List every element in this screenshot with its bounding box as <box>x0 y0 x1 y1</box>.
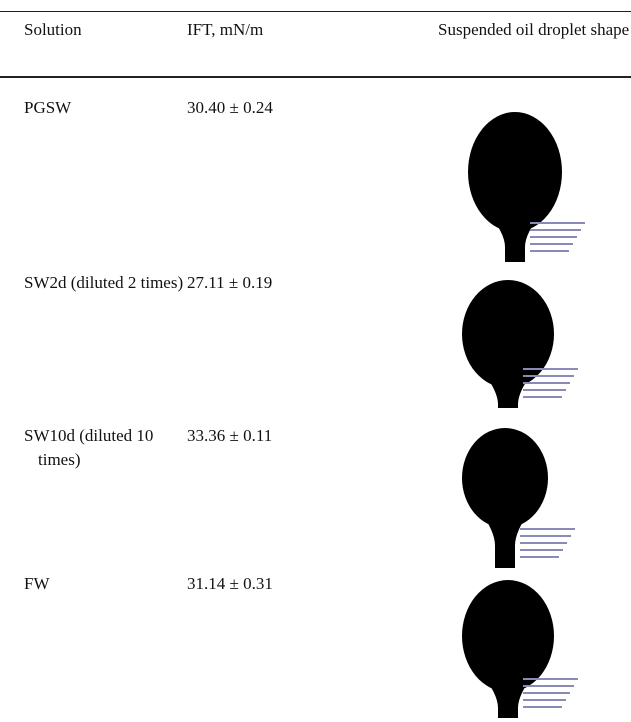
droplet-annotation <box>530 229 581 231</box>
ift-cell: 27.11 ± 0.19 <box>187 273 273 292</box>
droplet-neck <box>479 509 531 568</box>
droplet-annotation <box>523 375 574 377</box>
droplet-body <box>462 428 548 528</box>
droplet-annotation <box>523 685 574 687</box>
droplet-annotation <box>520 528 575 530</box>
droplet-annotation <box>523 692 570 694</box>
droplet-annotation <box>523 382 570 384</box>
ift-cell: 31.14 ± 0.31 <box>187 574 273 593</box>
header-rule <box>0 76 631 78</box>
droplet-annotation <box>530 222 585 224</box>
droplet-annotation <box>523 699 566 701</box>
header-cell: IFT, mN/m <box>187 20 264 39</box>
header-cell: Solution <box>24 20 82 39</box>
header-cell: Suspended oil droplet shape <box>438 20 630 39</box>
solution-cell: PGSW <box>24 98 72 117</box>
droplet-neck <box>486 211 544 262</box>
droplet-neck <box>480 672 536 718</box>
droplet-annotation <box>520 556 559 558</box>
droplet-annotation <box>523 396 562 398</box>
droplet-body <box>462 280 554 388</box>
droplet-neck <box>480 368 536 408</box>
ift-cell: 33.36 ± 0.11 <box>187 426 273 445</box>
droplet-body <box>468 112 562 232</box>
droplet-annotation <box>520 549 563 551</box>
solution-cell: SW10d (diluted 10 times) <box>24 426 154 469</box>
droplet-annotation <box>523 678 578 680</box>
droplet-annotation <box>530 236 577 238</box>
droplet-annotation <box>523 706 562 708</box>
droplet-annotation <box>523 389 566 391</box>
droplet-annotation <box>520 535 571 537</box>
solution-cell: FW <box>24 574 50 593</box>
droplet-annotation <box>530 243 573 245</box>
top-rule <box>0 11 631 12</box>
ift-cell: 30.40 ± 0.24 <box>187 98 273 117</box>
droplet-body <box>462 580 554 692</box>
droplet-annotation <box>523 368 578 370</box>
droplet-annotation <box>530 250 569 252</box>
droplet-annotation <box>520 542 567 544</box>
solution-cell: SW2d (diluted 2 times) <box>24 273 184 292</box>
